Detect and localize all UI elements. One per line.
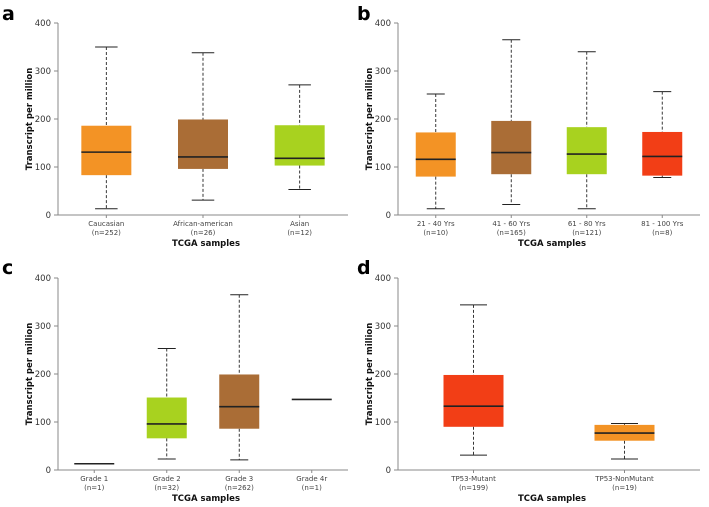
panel-d-y-tick-label: 300 xyxy=(375,322,391,332)
panel-c-box-3 xyxy=(219,374,260,429)
panel-a-y-tick-label: 100 xyxy=(35,163,51,173)
panel-c-y-axis-title: Transcript per million xyxy=(25,323,35,426)
panel-c-letter: c xyxy=(2,257,13,279)
panel-d-y-axis-title: Transcript per million xyxy=(365,323,375,426)
panel-c-category-count: (n=1) xyxy=(302,484,322,492)
panel-a-y-tick-label: 200 xyxy=(35,115,51,125)
panel-a-box-3 xyxy=(274,125,325,166)
panel-a-box-2 xyxy=(178,119,228,169)
panel-b-y-tick-label: 0 xyxy=(386,211,391,221)
panel-b-category-count: (n=8) xyxy=(652,229,672,237)
panel-d-category-label: TP53-NonMutant xyxy=(594,475,654,483)
panel-a-category-count: (n=12) xyxy=(287,229,312,237)
panel-c-x-axis-title: TCGA samples xyxy=(172,494,240,504)
panel-d-category-count: (n=199) xyxy=(459,484,488,492)
panel-d-category-count: (n=19) xyxy=(612,484,637,492)
panel-b-category-label: 41 - 60 Yrs xyxy=(492,220,530,228)
panel-d-y-tick-label: 200 xyxy=(375,370,391,380)
panel-c-category-count: (n=262) xyxy=(225,484,254,492)
panel-b-y-axis-title: Transcript per million xyxy=(365,68,375,171)
panel-d-y-tick-label: 100 xyxy=(375,418,391,428)
panel-c-category-count: (n=1) xyxy=(84,484,104,492)
panel-c-category-label: Grade 3 xyxy=(225,475,253,483)
panel-b-box-4 xyxy=(642,131,683,176)
panel-a-y-tick-label: 300 xyxy=(35,67,51,77)
panel-c-category-label: Grade 1 xyxy=(80,475,108,483)
panel-a-x-axis-title: TCGA samples xyxy=(172,239,240,249)
panel-c-category-label: Grade 2 xyxy=(153,475,181,483)
panel-c-y-tick-label: 200 xyxy=(35,370,51,380)
panel-c-y-tick-label: 300 xyxy=(35,322,51,332)
panel-b-category-label: 61 - 80 Yrs xyxy=(568,220,606,228)
panel-c-category-label: Grade 4r xyxy=(296,475,327,483)
panel-b-category-count: (n=10) xyxy=(423,229,448,237)
panel-a-letter: a xyxy=(2,3,15,25)
panel-b-y-tick-label: 400 xyxy=(375,19,391,29)
panel-d-letter: d xyxy=(357,257,371,279)
panel-a-category-label: Asian xyxy=(290,220,309,228)
panel-b-letter: b xyxy=(357,3,371,25)
panel-b-y-tick-label: 300 xyxy=(375,67,391,77)
panel-c-category-count: (n=32) xyxy=(154,484,179,492)
panel-a-category-count: (n=26) xyxy=(191,229,216,237)
panel-a-category-label: Caucasian xyxy=(88,220,124,228)
panel-d-x-axis-title: TCGA samples xyxy=(518,494,586,504)
panel-a-category-count: (n=252) xyxy=(92,229,121,237)
panel-a-box-1 xyxy=(81,125,132,176)
panel-b-y-tick-label: 100 xyxy=(375,163,391,173)
panel-d-box-1 xyxy=(443,374,504,427)
panel-b-category-count: (n=121) xyxy=(572,229,601,237)
panel-c-y-tick-label: 0 xyxy=(46,466,51,476)
panel-a-y-tick-label: 0 xyxy=(46,211,51,221)
panel-c-box-2 xyxy=(146,397,187,439)
panel-b-category-label: 21 - 40 Yrs xyxy=(417,220,455,228)
panel-a-category-label: African-american xyxy=(173,220,233,228)
panel-d-y-tick-label: 0 xyxy=(386,466,391,476)
panel-b-box-1 xyxy=(415,132,456,177)
panel-c-y-tick-label: 400 xyxy=(35,274,51,284)
panel-b-box-3 xyxy=(566,127,607,175)
panel-a-y-axis-title: Transcript per million xyxy=(25,68,35,171)
panel-b-category-count: (n=165) xyxy=(497,229,526,237)
panel-b-box-2 xyxy=(491,120,532,175)
panel-a-y-tick-label: 400 xyxy=(35,19,51,29)
panel-d-y-tick-label: 400 xyxy=(375,274,391,284)
panel-b-x-axis-title: TCGA samples xyxy=(518,239,586,249)
panel-c-y-tick-label: 100 xyxy=(35,418,51,428)
panel-b-category-label: 81 - 100 Yrs xyxy=(641,220,684,228)
panel-d-category-label: TP53-Mutant xyxy=(450,475,496,483)
panel-b-y-tick-label: 200 xyxy=(375,115,391,125)
